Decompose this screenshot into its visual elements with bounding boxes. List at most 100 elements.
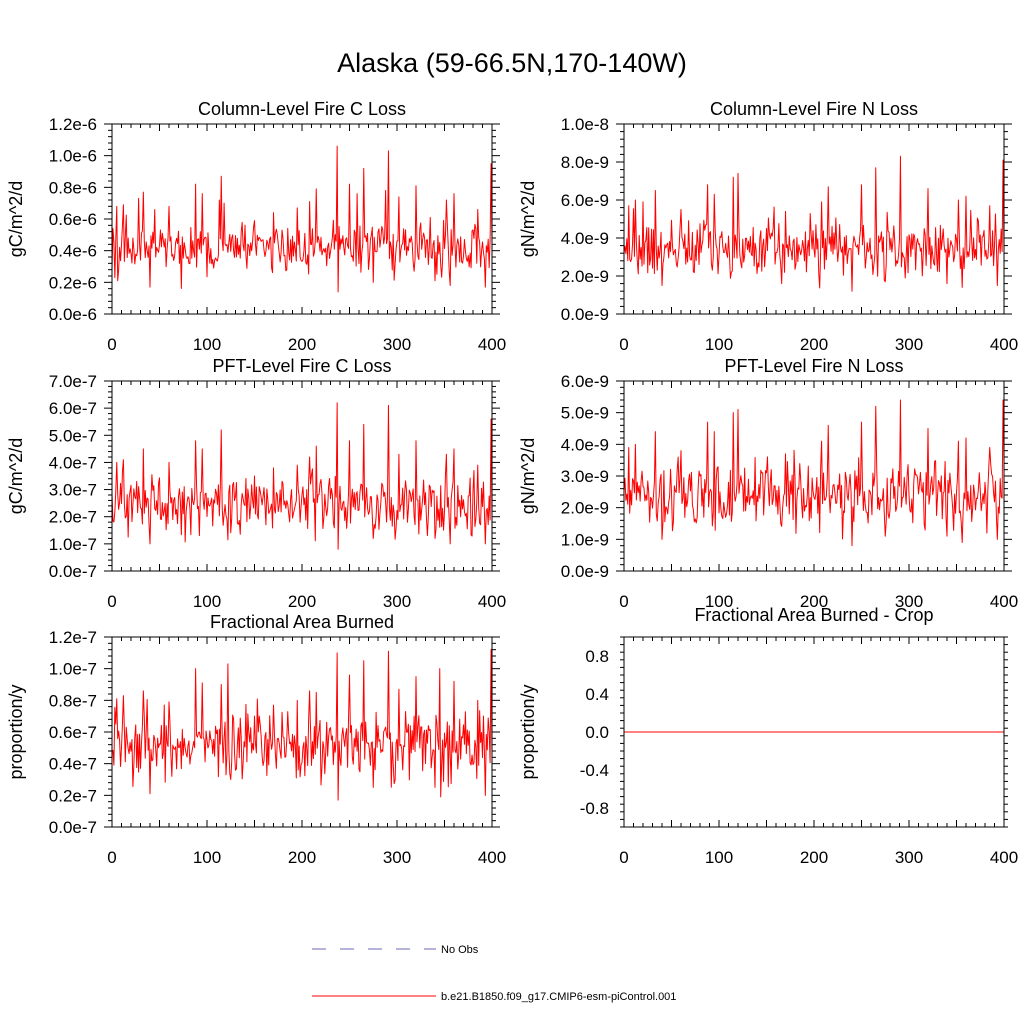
series-line <box>111 145 493 293</box>
y-tick-label: 0.4e-7 <box>49 755 97 774</box>
series-line <box>111 649 493 801</box>
y-tick-label: -0.8 <box>580 799 609 818</box>
x-tick-label: 0 <box>619 592 628 611</box>
y-tick-label: 0.0 <box>585 723 609 742</box>
chart-panel-4: 0 100 200 300 400 0.0e-9 1.0e-9 2.0e-9 3.0e-9 4.0… <box>518 356 1018 611</box>
y-tick-label: 1.0e-7 <box>49 535 97 554</box>
x-tick-label: 300 <box>383 592 411 611</box>
y-tick-label: 0.6e-6 <box>49 210 97 229</box>
x-tick-label: 100 <box>193 848 221 867</box>
panel-title: PFT-Level Fire C Loss <box>212 356 391 376</box>
chart-panel-1: 0 100 200 300 400 0.0e-6 0.2e-6 0.4e-6 0.6e-6 0.8… <box>6 99 506 354</box>
series-line <box>623 155 1005 292</box>
y-tick-label: 0.2e-7 <box>49 786 97 805</box>
y-axis-label: gN/m^2/d <box>518 438 538 514</box>
legend-label-no-obs: No Obs <box>441 944 479 956</box>
y-tick-label: 1.0e-6 <box>49 147 97 166</box>
y-tick-label: 0.0e-9 <box>561 562 609 581</box>
y-tick-label: 0.8e-7 <box>49 691 97 710</box>
x-tick-label: 200 <box>800 848 828 867</box>
y-tick-label: -0.4 <box>580 761 609 780</box>
y-tick-label: 1.2e-7 <box>49 628 97 647</box>
y-tick-label: 0.0e-6 <box>49 305 97 324</box>
y-tick-label: 6.0e-7 <box>49 399 97 418</box>
y-tick-label: 0.4e-6 <box>49 242 97 261</box>
y-axis-label: gC/m^2/d <box>6 181 26 257</box>
plot-frame <box>111 636 493 828</box>
x-tick-label: 400 <box>478 592 506 611</box>
chart-panels: 0 100 200 300 400 0.0e-6 0.2e-6 0.4e-6 0.6e-6 0.8… <box>6 99 1018 867</box>
y-tick-label: 2.0e-7 <box>49 508 97 527</box>
y-tick-label: 6.0e-9 <box>561 191 609 210</box>
x-tick-label: 0 <box>107 848 116 867</box>
y-tick-label: 1.0e-7 <box>49 660 97 679</box>
x-tick-label: 300 <box>895 848 923 867</box>
y-tick-label: 2.0e-9 <box>561 267 609 286</box>
panel-title: Fractional Area Burned - Crop <box>694 605 933 625</box>
y-tick-label: 3.0e-9 <box>561 467 609 486</box>
legend: No Obs b.e21.B1850.f09_g17.CMIP6-esm-piC… <box>312 944 676 1003</box>
y-tick-label: 7.0e-7 <box>49 372 97 391</box>
y-tick-label: 0.8 <box>585 647 609 666</box>
figure-title: Alaska (59-66.5N,170-140W) <box>337 48 687 78</box>
y-axis-label: proportion/y <box>518 684 538 779</box>
x-tick-label: 400 <box>478 848 506 867</box>
y-tick-label: 0.0e-7 <box>49 562 97 581</box>
y-tick-label: 4.0e-7 <box>49 453 97 472</box>
x-tick-label: 0 <box>107 592 116 611</box>
x-tick-label: 200 <box>288 592 316 611</box>
y-axis-label: gC/m^2/d <box>6 438 26 514</box>
x-tick-label: 200 <box>800 335 828 354</box>
x-tick-label: 200 <box>288 335 316 354</box>
x-tick-label: 300 <box>383 848 411 867</box>
x-tick-label: 100 <box>193 592 221 611</box>
x-tick-label: 200 <box>288 848 316 867</box>
chart-panel-6: 0 100 200 300 400 -0.8 -0.4 0.0 0.4 0.8 Fractional… <box>518 605 1018 867</box>
x-tick-label: 300 <box>895 592 923 611</box>
panel-title: Column-Level Fire N Loss <box>710 99 918 119</box>
series-line <box>623 399 1005 547</box>
panel-title: Fractional Area Burned <box>210 612 394 632</box>
x-tick-label: 400 <box>990 592 1018 611</box>
y-tick-label: 1.0e-8 <box>561 115 609 134</box>
y-tick-label: 8.0e-9 <box>561 153 609 172</box>
x-tick-label: 100 <box>705 592 733 611</box>
chart-panel-5: 0 100 200 300 400 0.0e-7 0.2e-7 0.4e-7 0.6e-7 0.8… <box>6 612 506 867</box>
x-tick-label: 0 <box>619 335 628 354</box>
y-tick-label: 2.0e-9 <box>561 499 609 518</box>
y-tick-label: 6.0e-9 <box>561 372 609 391</box>
y-tick-label: 1.2e-6 <box>49 115 97 134</box>
x-tick-label: 400 <box>990 848 1018 867</box>
y-tick-label: 3.0e-7 <box>49 481 97 500</box>
y-axis-label: proportion/y <box>6 684 26 779</box>
chart-panel-2: 0 100 200 300 400 0.0e-9 2.0e-9 4.0e-9 6.0e-9 8.0… <box>518 99 1018 354</box>
x-tick-label: 300 <box>895 335 923 354</box>
x-tick-label: 100 <box>193 335 221 354</box>
x-tick-label: 300 <box>383 335 411 354</box>
x-tick-label: 0 <box>107 335 116 354</box>
panel-title: Column-Level Fire C Loss <box>198 99 406 119</box>
series-line <box>111 402 493 550</box>
y-tick-label: 0.2e-6 <box>49 273 97 292</box>
panel-title: PFT-Level Fire N Loss <box>724 356 903 376</box>
y-axis-label: gN/m^2/d <box>518 181 538 257</box>
y-tick-label: 0.6e-7 <box>49 723 97 742</box>
y-tick-label: 4.0e-9 <box>561 435 609 454</box>
x-tick-label: 400 <box>478 335 506 354</box>
x-tick-label: 100 <box>705 335 733 354</box>
y-tick-label: 4.0e-9 <box>561 229 609 248</box>
x-tick-label: 200 <box>800 592 828 611</box>
y-tick-label: 0.4 <box>585 685 609 704</box>
y-tick-label: 0.0e-9 <box>561 305 609 324</box>
x-tick-label: 0 <box>619 848 628 867</box>
chart-panel-3: 0 100 200 300 400 0.0e-7 1.0e-7 2.0e-7 3.0e-7 4.0… <box>6 356 506 611</box>
legend-label-model: b.e21.B1850.f09_g17.CMIP6-esm-piControl.… <box>441 991 676 1003</box>
y-tick-label: 1.0e-9 <box>561 530 609 549</box>
x-tick-label: 400 <box>990 335 1018 354</box>
y-tick-label: 5.0e-9 <box>561 404 609 423</box>
y-tick-label: 0.8e-6 <box>49 178 97 197</box>
y-tick-label: 0.0e-7 <box>49 818 97 837</box>
y-tick-label: 5.0e-7 <box>49 426 97 445</box>
x-tick-label: 100 <box>705 848 733 867</box>
